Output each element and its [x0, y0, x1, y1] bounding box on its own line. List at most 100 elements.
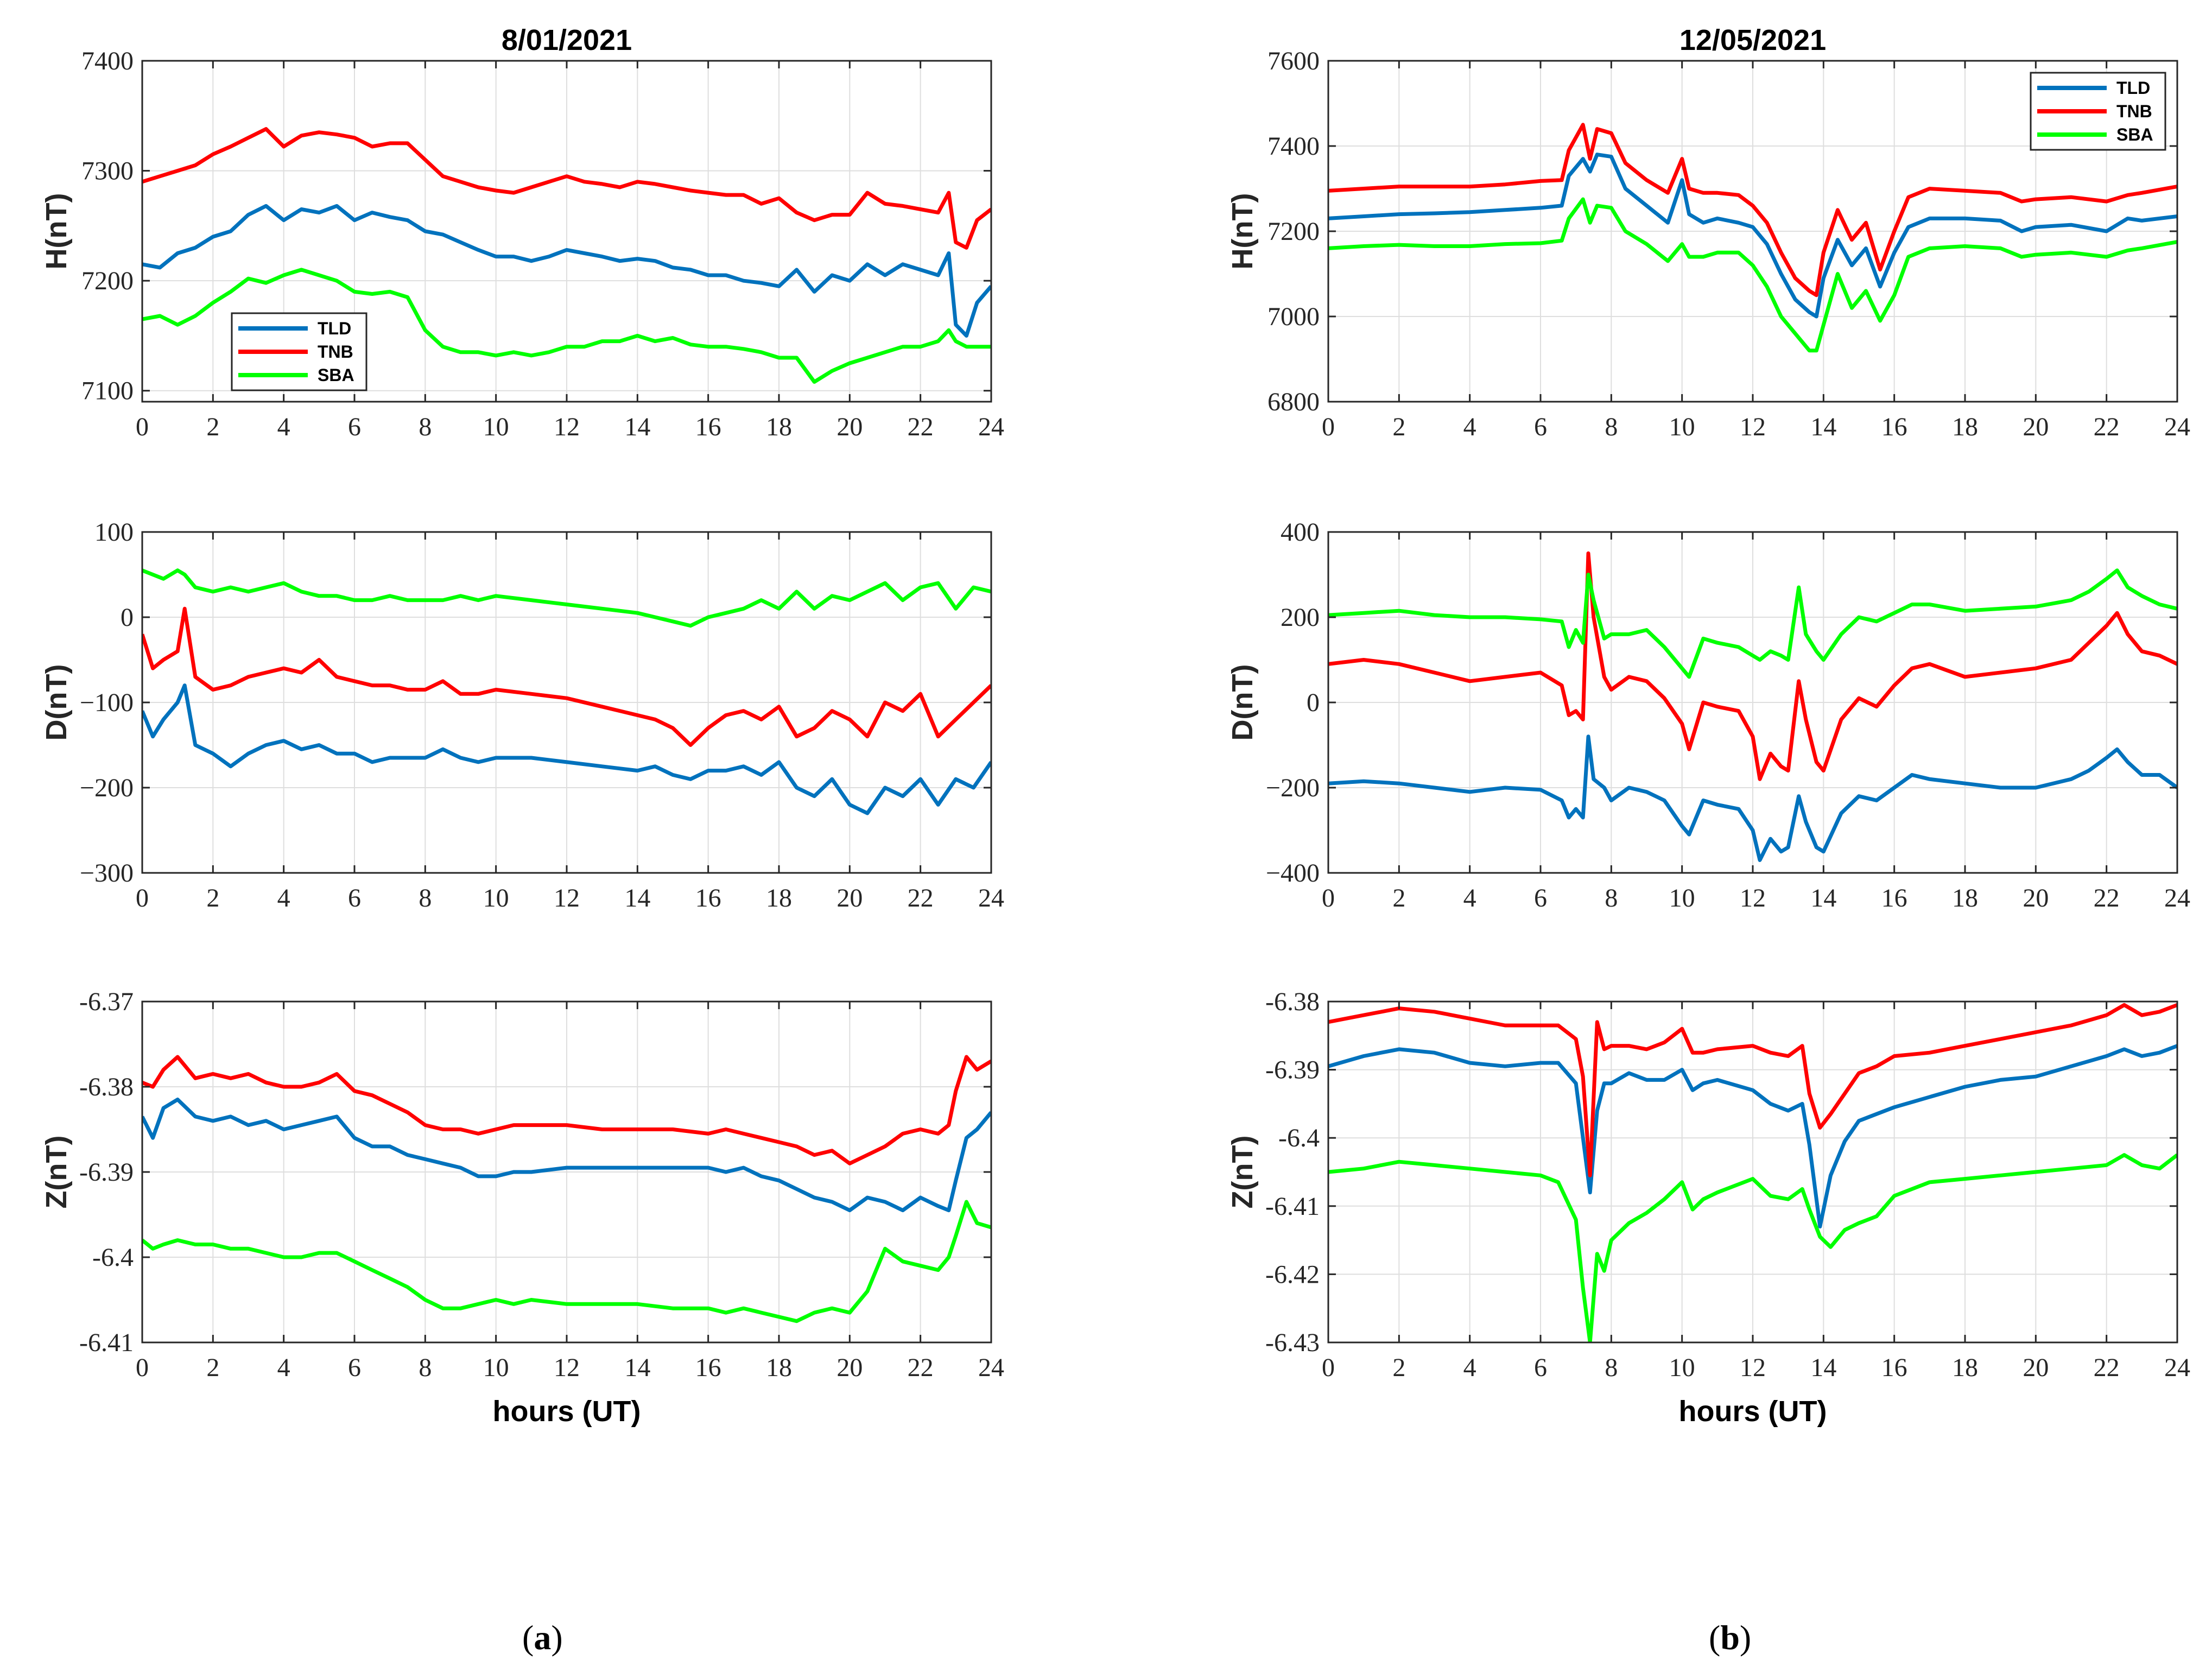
x-tick-label: 16 — [695, 884, 721, 913]
y-tick-label: −200 — [80, 774, 134, 802]
legend-label-sba: SBA — [318, 365, 354, 385]
y-tick-label: -6.39 — [1265, 1056, 1320, 1085]
x-tick-label: 10 — [1669, 413, 1695, 441]
y-tick-label: 100 — [94, 518, 134, 547]
x-tick-label: 18 — [766, 884, 792, 913]
x-tick-label: 16 — [1881, 1353, 1907, 1382]
y-tick-label: 0 — [1307, 688, 1320, 717]
x-tick-label: 14 — [624, 413, 650, 441]
x-tick-label: 6 — [1534, 1353, 1547, 1382]
x-tick-label: 14 — [1810, 884, 1836, 913]
x-tick-label: 10 — [1669, 1353, 1695, 1382]
x-tick-label: 22 — [908, 413, 934, 441]
series-line-tnb — [142, 606, 991, 747]
legend: TLD TNB SBA — [2030, 72, 2166, 151]
x-tick-label: 18 — [766, 413, 792, 441]
x-tick-label: 24 — [2164, 413, 2190, 441]
x-tick-label: 6 — [348, 413, 361, 441]
x-tick-label: 12 — [554, 1353, 580, 1382]
x-tick-label: 4 — [1463, 413, 1476, 441]
series-line-sba — [142, 1200, 991, 1323]
x-tick-label: 12 — [1740, 1353, 1766, 1382]
y-tick-label: −100 — [80, 688, 134, 717]
y-tick-label: 7200 — [1267, 217, 1320, 246]
y-tick-label: 7400 — [1267, 132, 1320, 161]
x-tick-label: 2 — [206, 884, 219, 913]
chart-a-H: 0 2 4 6 8 10 12 14 16 18 20 22 247100720073007400H(n… — [40, 24, 1004, 441]
x-tick-label: 22 — [2094, 1353, 2120, 1382]
x-tick-label: 22 — [908, 884, 934, 913]
chart-b-D: 0 2 4 6 8 10 12 14 16 18 20 22 24−400−2000200400D(nT… — [1226, 518, 2190, 913]
y-tick-label: 200 — [1281, 603, 1320, 632]
y-tick-label: -6.39 — [79, 1158, 134, 1187]
y-tick-label: -6.37 — [79, 987, 134, 1016]
y-axis-label: Z(nT) — [40, 1136, 73, 1209]
x-tick-label: 2 — [206, 1353, 219, 1382]
y-tick-label: 0 — [121, 603, 134, 632]
x-tick-label: 8 — [419, 413, 432, 441]
x-tick-label: 12 — [1740, 413, 1766, 441]
caption-a: (a) — [522, 1618, 563, 1657]
x-tick-label: 2 — [1392, 884, 1405, 913]
x-tick-label: 10 — [483, 413, 509, 441]
x-tick-label: 6 — [348, 1353, 361, 1382]
legend-label-tld: TLD — [318, 319, 351, 338]
x-tick-label: 0 — [1322, 884, 1335, 913]
y-tick-label: 7300 — [81, 157, 134, 186]
x-tick-label: 16 — [695, 1353, 721, 1382]
x-tick-label: 0 — [136, 1353, 149, 1382]
y-tick-label: 400 — [1281, 518, 1320, 547]
y-tick-label: 7400 — [81, 47, 134, 75]
x-tick-label: 4 — [1463, 884, 1476, 913]
x-tick-label: 24 — [978, 884, 1004, 913]
x-tick-label: 0 — [1322, 1353, 1335, 1382]
x-tick-label: 12 — [554, 884, 580, 913]
x-tick-label: 24 — [2164, 1353, 2190, 1382]
x-tick-label: 0 — [1322, 413, 1335, 441]
x-tick-label: 8 — [419, 884, 432, 913]
x-tick-label: 22 — [2094, 884, 2120, 913]
chart-a-D: 0 2 4 6 8 10 12 14 16 18 20 22 24−300−200−1000100D(n… — [40, 518, 1004, 913]
y-tick-label: -6.43 — [1265, 1328, 1320, 1357]
x-tick-label: 4 — [1463, 1353, 1476, 1382]
y-tick-label: −400 — [1266, 859, 1320, 888]
x-tick-label: 22 — [2094, 413, 2120, 441]
y-axis-label: Z(nT) — [1226, 1136, 1259, 1209]
chart-b-Z: 0 2 4 6 8 10 12 14 16 18 20 22 24-6.43-6.42-6.41-6.4… — [1226, 987, 2190, 1428]
x-tick-label: 20 — [2023, 1353, 2049, 1382]
x-tick-label: 4 — [277, 413, 290, 441]
series-line-tnb — [1328, 1003, 2177, 1177]
chart-b-H: 0 2 4 6 8 10 12 14 16 18 20 22 246800700072007400760… — [1226, 24, 2190, 441]
series-line-sba — [1328, 568, 2177, 679]
legend: TLD TNB SBA — [231, 312, 367, 391]
y-tick-label: 7200 — [81, 267, 134, 295]
y-tick-label: -6.38 — [1265, 987, 1320, 1016]
x-tick-label: 2 — [1392, 1353, 1405, 1382]
y-tick-label: −200 — [1266, 774, 1320, 802]
x-tick-label: 14 — [624, 884, 650, 913]
series-line-tld — [142, 1098, 991, 1213]
x-tick-label: 16 — [695, 413, 721, 441]
y-tick-label: 7100 — [81, 377, 134, 406]
series-line-tnb — [142, 1055, 991, 1165]
series-line-tnb — [142, 127, 991, 250]
chart-a-Z: 0 2 4 6 8 10 12 14 16 18 20 22 24-6.41-6.4-6.39-6.38… — [40, 987, 1004, 1428]
series-line-sba — [1328, 197, 2177, 353]
y-tick-label: -6.38 — [79, 1073, 134, 1101]
x-tick-label: 18 — [1952, 413, 1978, 441]
x-tick-label: 10 — [483, 1353, 509, 1382]
y-tick-label: 7600 — [1267, 47, 1320, 75]
x-axis-label: hours (UT) — [493, 1395, 641, 1428]
x-tick-label: 4 — [277, 1353, 290, 1382]
x-tick-label: 20 — [836, 413, 863, 441]
y-tick-label: -6.42 — [1265, 1260, 1320, 1289]
y-axis-label: H(nT) — [1226, 193, 1259, 270]
x-tick-label: 12 — [554, 413, 580, 441]
chart-title: 8/01/2021 — [502, 24, 632, 56]
y-tick-label: -6.41 — [79, 1328, 134, 1357]
x-tick-label: 14 — [624, 1353, 650, 1382]
x-tick-label: 20 — [2023, 413, 2049, 441]
x-tick-label: 4 — [277, 884, 290, 913]
x-tick-label: 24 — [978, 1353, 1004, 1382]
x-tick-label: 14 — [1810, 1353, 1836, 1382]
